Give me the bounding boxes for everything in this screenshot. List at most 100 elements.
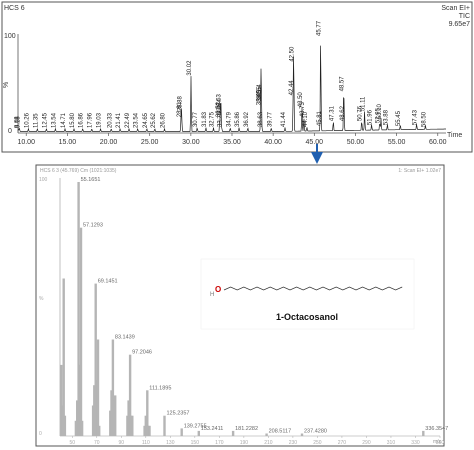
chromatogram-peak-label: 39.77 xyxy=(267,111,273,127)
spectrum-bar xyxy=(77,182,80,436)
spectrum-peak-label: 83.1439 xyxy=(115,335,135,341)
spectrum-peak-label: 97.2046 xyxy=(132,350,152,356)
spectrum-x-tick-label: 310 xyxy=(387,440,396,446)
chromatogram-peak-label: 20.33 xyxy=(107,112,113,128)
spectrum-bar xyxy=(63,415,67,436)
chromatogram-peak-label: 45.81 xyxy=(317,110,323,126)
spectrum-bar xyxy=(197,430,200,436)
spectrum-bar xyxy=(98,425,101,436)
chromatogram-peak-label: 53.10 xyxy=(377,103,383,119)
spectrum-peak-label: 139.2755 xyxy=(184,423,207,429)
chromatogram-peak-label: 25.62 xyxy=(151,112,157,128)
spectrum-peak-label: 181.2282 xyxy=(235,426,258,432)
chromatogram-peak-label: 14.71 xyxy=(61,112,67,128)
chromatogram-peak-label: 28.88 xyxy=(178,95,184,111)
chromatogram-x-tick-label: 55.00 xyxy=(388,139,406,146)
chromatogram-peak-label: 9.18 xyxy=(16,116,22,128)
spectrum-bar xyxy=(127,400,130,436)
spectrum-bar xyxy=(76,400,79,436)
spectrum-bar xyxy=(300,433,304,436)
chromatogram-peak-label: 11.35 xyxy=(33,113,39,128)
chromatogram-peak-label: 33.75 xyxy=(218,111,224,127)
spectrum-x-tick-label: 270 xyxy=(338,440,347,446)
spectrum-bar xyxy=(96,339,100,436)
spectrum-peak-label: 55.1651 xyxy=(81,177,101,183)
chromatogram-peak-label: 10.26 xyxy=(24,112,30,128)
chromatogram-x-tick-label: 40.00 xyxy=(264,139,282,146)
chromatogram-peak-label: 38.48 xyxy=(257,90,263,106)
structure-o-atom: O xyxy=(215,285,221,294)
chromatogram-peak-label: 42.50 xyxy=(290,46,296,62)
chromatogram-x-tick-label: 45.00 xyxy=(306,139,324,146)
chromatogram-peak-label: 12.45 xyxy=(42,112,48,128)
spectrum-header-left: HCS 6 3 (45.769) Cm (1021:1035) xyxy=(40,168,117,174)
spectrum-peak-labels: 55.1651 57.1293 69.1451 83.1439 97.2046 111.1… xyxy=(81,177,449,435)
chromatogram-peak-label: 16.86 xyxy=(79,112,85,128)
spectrum-x-tick-label: 130 xyxy=(166,440,175,446)
structure-inset: H O 1-Octacosanol xyxy=(200,258,415,330)
spectrum-bar xyxy=(114,395,117,436)
chromatogram-peak-label: 22.49 xyxy=(125,112,131,128)
chromatogram-peak-label: 21.41 xyxy=(116,112,122,128)
spectrum-bar xyxy=(60,364,63,436)
chromatogram-peak-label: 44.10 xyxy=(303,111,309,127)
chromatogram-frame xyxy=(1,1,473,153)
spectrum-x-axis-title: m/z xyxy=(433,439,442,445)
chromatogram-x-tick-label: 30.00 xyxy=(182,139,200,146)
spectrum-peak-label: 57.1293 xyxy=(83,223,103,229)
chromatogram-peak-label: 30.77 xyxy=(193,111,199,127)
spectrum-x-tick-label: 210 xyxy=(264,440,273,446)
chromatogram-peak-label: 51.11 xyxy=(361,96,367,111)
chromatogram-peak-label: 58.50 xyxy=(421,111,427,127)
structure-box xyxy=(200,258,415,330)
chromatogram-peak-label: 43.50 xyxy=(298,92,304,108)
chromatogram-peak-label: 23.54 xyxy=(134,112,140,128)
chromatogram-peak-label: 34.79 xyxy=(226,111,232,127)
spectrum-peak-label: 153.2411 xyxy=(201,426,224,432)
chromatogram-y-bottom-label: 0 xyxy=(8,128,12,135)
spectrum-bar xyxy=(93,385,96,436)
chromatogram-peak-label: 24.65 xyxy=(143,112,149,128)
chromatogram-intensity-label: 9.65e7 xyxy=(449,21,471,28)
chromatogram-peak-label: 30.02 xyxy=(187,60,193,76)
chromatogram-peak-label: 33.64 xyxy=(217,99,223,115)
spectrum-x-tick-label: 250 xyxy=(313,440,322,446)
spectrum-x-tick-label: 190 xyxy=(240,440,249,446)
spectrum-bar xyxy=(94,283,97,436)
spectrum-y-bottom-label: 0 xyxy=(39,431,42,437)
spectrum-peak-label: 69.1451 xyxy=(98,279,118,285)
spectrum-bar xyxy=(110,390,113,436)
spectrum-bar xyxy=(62,278,65,436)
chromatogram-peak-label: 55.45 xyxy=(396,110,402,126)
chromatogram-peak-label: 48.62 xyxy=(340,105,346,121)
chromatogram-x-tick-label: 50.00 xyxy=(347,139,365,146)
chromatogram-peak-label: 38.54 xyxy=(257,84,263,100)
chromatogram-x-tick-label: 60.00 xyxy=(429,139,447,146)
spectrum-x-tick-label: 170 xyxy=(215,440,224,446)
spectrum-bar xyxy=(74,420,78,436)
spectrum-bar xyxy=(180,428,183,436)
chromatogram-trace-line xyxy=(17,45,446,132)
chromatogram-peak-label: 48.57 xyxy=(340,76,346,92)
spectrum-bar xyxy=(265,433,268,436)
chromatogram-peak-label: 57.43 xyxy=(413,109,419,125)
spectrum-peak-label: 208.5117 xyxy=(269,429,292,435)
spectrum-bar xyxy=(144,415,147,436)
chromatogram-x-axis-title: Time xyxy=(447,132,462,139)
chromatogram-x-tick-label: 20.00 xyxy=(100,139,118,146)
spectrum-x-tick-label: 150 xyxy=(191,440,200,446)
chromatogram-peak-label: 19.03 xyxy=(97,112,103,128)
chromatogram-x-tick-label: 10.00 xyxy=(17,139,35,146)
spectrum-bar xyxy=(80,420,84,436)
chromatogram-peak-label: 13.54 xyxy=(51,112,57,128)
spectrum-bar xyxy=(126,415,129,436)
spectrum-bar xyxy=(79,227,83,436)
spectrum-bar xyxy=(143,425,146,436)
spectrum-x-tick-label: 70 xyxy=(94,440,100,446)
spectrum-bar xyxy=(231,430,235,436)
chromatogram-y-top-label: 100 xyxy=(4,33,16,40)
chromatogram-peak-label: 38.63 xyxy=(258,111,264,127)
spectrum-bar xyxy=(112,400,116,436)
spectrum-header-right: 1: Scan EI+ 1.02e7 xyxy=(398,168,441,174)
